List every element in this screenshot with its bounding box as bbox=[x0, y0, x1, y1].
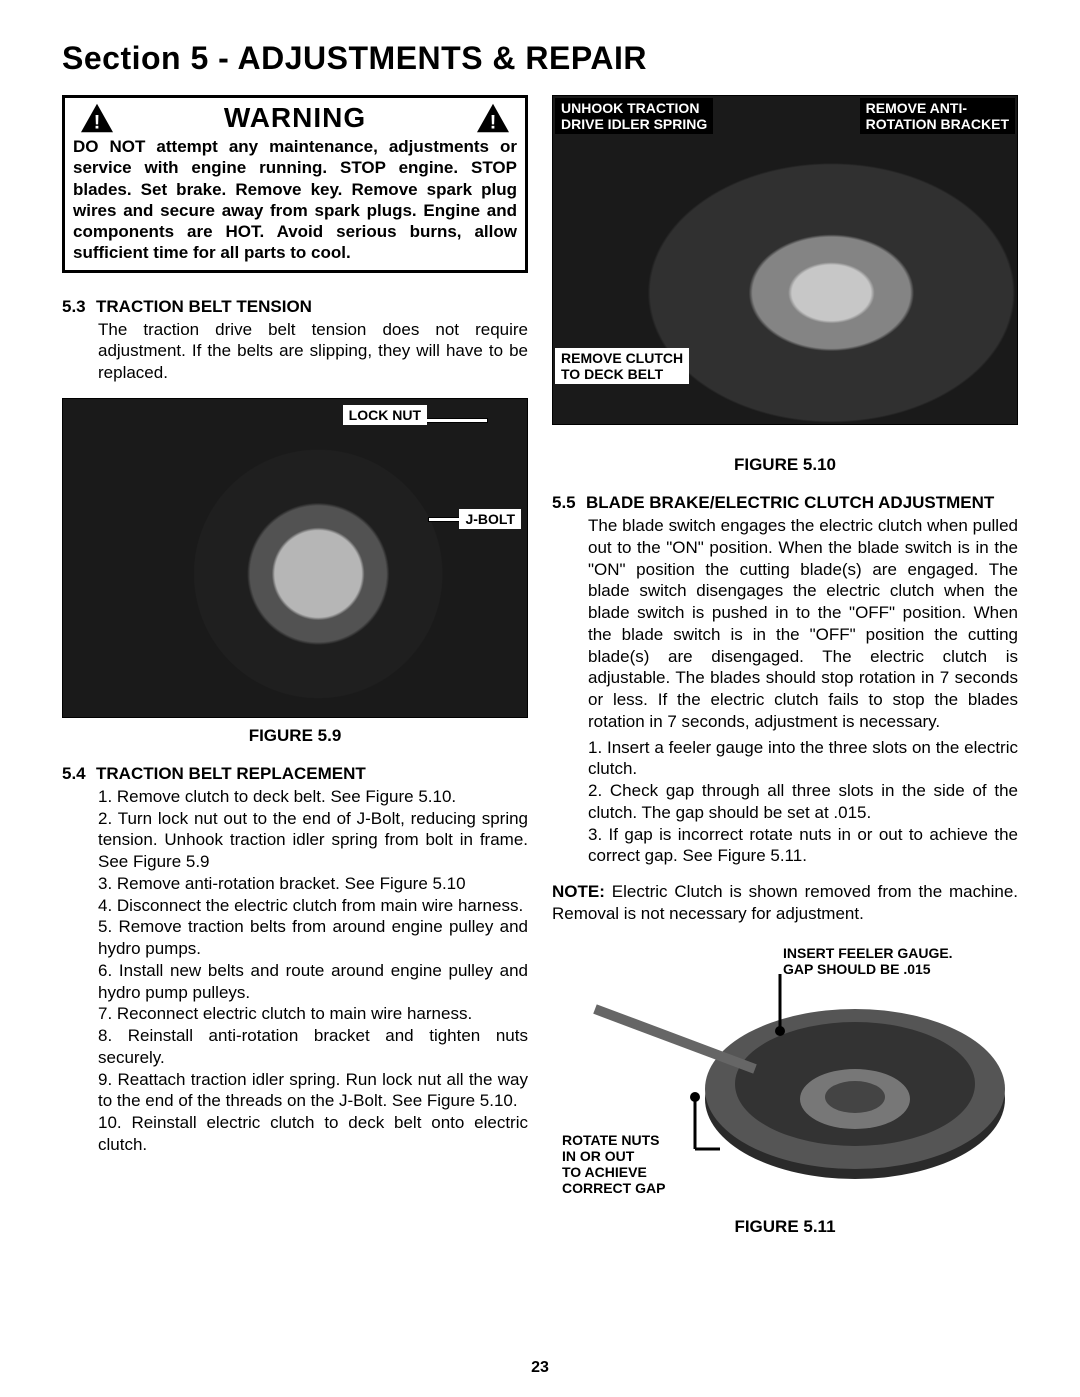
heading-5-3: 5.3TRACTION BELT TENSION bbox=[62, 297, 528, 317]
figure-label-locknut: LOCK NUT bbox=[343, 405, 427, 425]
left-column: ! WARNING ! DO NOT attempt any maintenan… bbox=[62, 95, 528, 1255]
heading-title: BLADE BRAKE/ELECTRIC CLUTCH ADJUSTMENT bbox=[586, 493, 994, 512]
svg-text:!: ! bbox=[94, 112, 101, 134]
figure-5-9-caption: FIGURE 5.9 bbox=[62, 726, 528, 746]
step: 2. Check gap through all three slots in … bbox=[588, 780, 1018, 824]
figure-label-insert-gauge: INSERT FEELER GAUGE. GAP SHOULD BE .015 bbox=[777, 943, 959, 979]
warning-triangle-icon: ! bbox=[475, 102, 511, 134]
figure-label-unhook: UNHOOK TRACTION DRIVE IDLER SPRING bbox=[555, 98, 713, 134]
figure-label-remove-bracket: REMOVE ANTI- ROTATION BRACKET bbox=[860, 98, 1015, 134]
heading-5-5: 5.5BLADE BRAKE/ELECTRIC CLUTCH ADJUSTMEN… bbox=[552, 493, 1018, 513]
figure-5-11-caption: FIGURE 5.11 bbox=[552, 1217, 1018, 1237]
figure-5-10-caption: FIGURE 5.10 bbox=[552, 455, 1018, 475]
step: 3. Remove anti-rotation bracket. See Fig… bbox=[98, 873, 528, 895]
figure-5-11: INSERT FEELER GAUGE. GAP SHOULD BE .015 … bbox=[552, 939, 1018, 1209]
step: 6. Install new belts and route around en… bbox=[98, 960, 528, 1004]
heading-title: TRACTION BELT TENSION bbox=[96, 297, 312, 316]
figure-label-jbolt: J-BOLT bbox=[459, 509, 521, 529]
svg-text:!: ! bbox=[490, 112, 497, 134]
page-number: 23 bbox=[0, 1359, 1080, 1377]
step: 1. Insert a feeler gauge into the three … bbox=[588, 737, 1018, 781]
heading-5-4: 5.4TRACTION BELT REPLACEMENT bbox=[62, 764, 528, 784]
right-column: UNHOOK TRACTION DRIVE IDLER SPRING REMOV… bbox=[552, 95, 1018, 1255]
warning-box: ! WARNING ! DO NOT attempt any maintenan… bbox=[62, 95, 528, 273]
note-text: Electric Clutch is shown removed from th… bbox=[552, 882, 1018, 923]
body-5-3: The traction drive belt tension does not… bbox=[62, 319, 528, 384]
warning-triangle-icon: ! bbox=[79, 102, 115, 134]
heading-number: 5.3 bbox=[62, 297, 96, 317]
figure-label-remove-clutch: REMOVE CLUTCH TO DECK BELT bbox=[555, 348, 689, 384]
step: 5. Remove traction belts from around eng… bbox=[98, 916, 528, 960]
figure-5-9: LOCK NUT J-BOLT bbox=[62, 398, 528, 718]
figure-leader-line bbox=[427, 419, 487, 422]
note-label: NOTE: bbox=[552, 882, 605, 901]
step: 7. Reconnect electric clutch to main wir… bbox=[98, 1003, 528, 1025]
step: 2. Turn lock nut out to the end of J-Bol… bbox=[98, 808, 528, 873]
heading-number: 5.5 bbox=[552, 493, 586, 513]
step: 10. Reinstall electric clutch to deck be… bbox=[98, 1112, 528, 1156]
figure-5-10: UNHOOK TRACTION DRIVE IDLER SPRING REMOV… bbox=[552, 95, 1018, 425]
step: 8. Reinstall anti-rotation bracket and t… bbox=[98, 1025, 528, 1069]
heading-title: TRACTION BELT REPLACEMENT bbox=[96, 764, 366, 783]
body-5-5-steps: 1. Insert a feeler gauge into the three … bbox=[552, 737, 1018, 868]
warning-text: DO NOT attempt any maintenance, adjustme… bbox=[73, 136, 517, 264]
body-5-5-text: The blade switch engages the electric cl… bbox=[552, 515, 1018, 733]
warning-label: WARNING bbox=[115, 102, 475, 134]
figure-label-rotate-nuts: ROTATE NUTS IN OR OUT TO ACHIEVE CORRECT… bbox=[556, 1130, 671, 1198]
body-5-4-steps: 1. Remove clutch to deck belt. See Figur… bbox=[62, 786, 528, 1156]
two-column-layout: ! WARNING ! DO NOT attempt any maintenan… bbox=[62, 95, 1018, 1255]
step: 3. If gap is incorrect rotate nuts in or… bbox=[588, 824, 1018, 868]
step: 9. Reattach traction idler spring. Run l… bbox=[98, 1069, 528, 1113]
warning-header: ! WARNING ! bbox=[73, 102, 517, 134]
section-title: Section 5 - ADJUSTMENTS & REPAIR bbox=[62, 40, 1018, 77]
note-5-5: NOTE: Electric Clutch is shown removed f… bbox=[552, 881, 1018, 925]
step: 4. Disconnect the electric clutch from m… bbox=[98, 895, 528, 917]
heading-number: 5.4 bbox=[62, 764, 96, 784]
step: 1. Remove clutch to deck belt. See Figur… bbox=[98, 786, 528, 808]
